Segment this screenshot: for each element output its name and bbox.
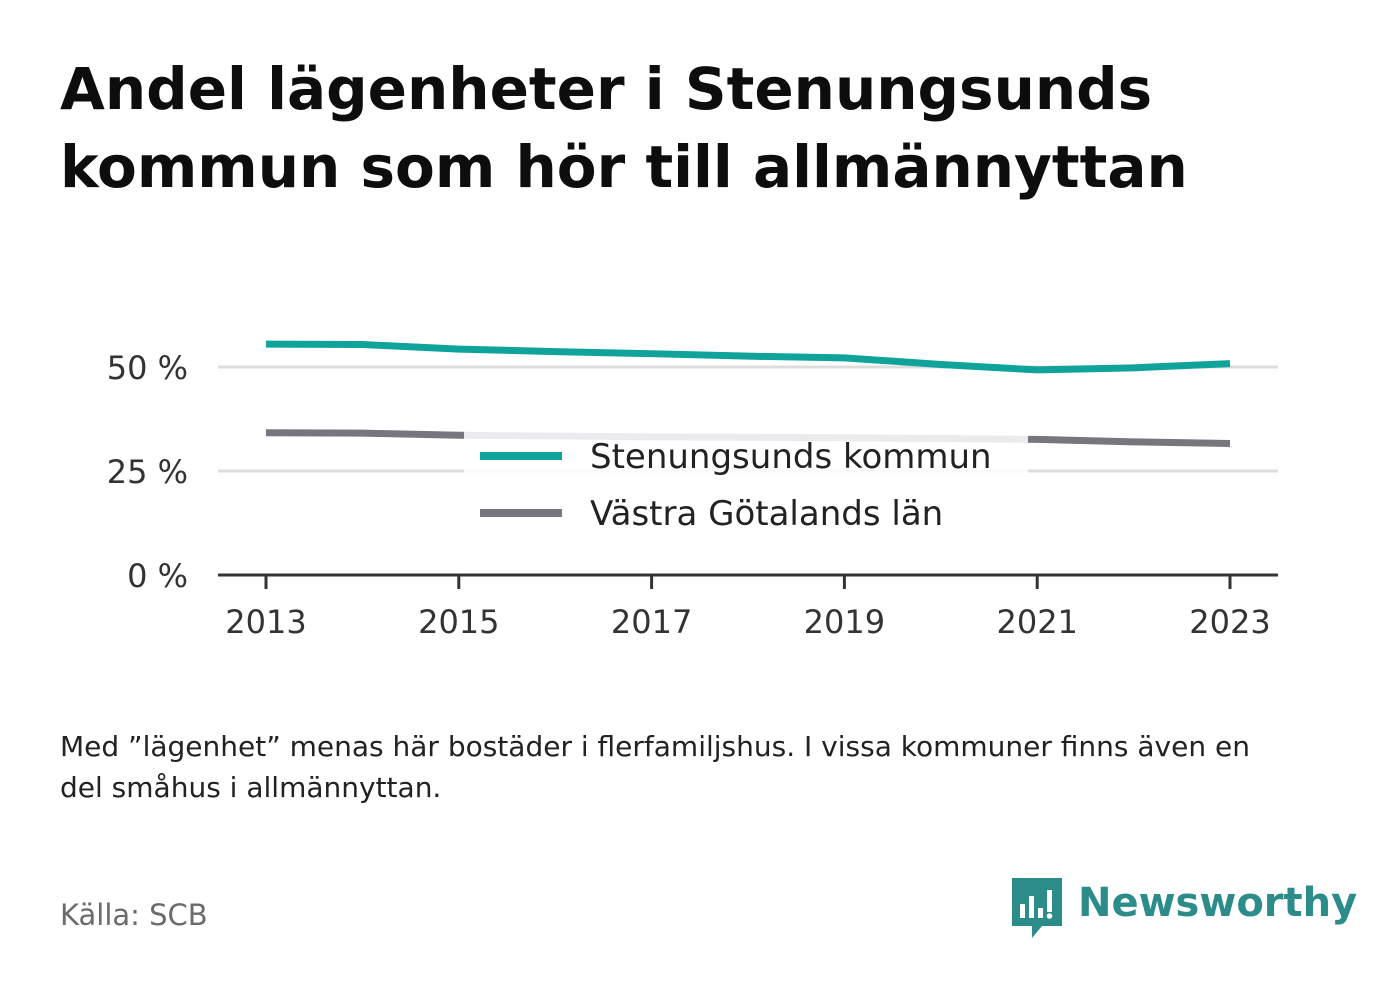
source-label: Källa: SCB bbox=[60, 898, 208, 932]
x-tick-label: 2019 bbox=[804, 603, 885, 641]
y-tick-label: 50 % bbox=[107, 349, 188, 387]
legend-label: Stenungsunds kommun bbox=[590, 437, 992, 477]
x-tick-label: 2021 bbox=[996, 603, 1077, 641]
x-tick-label: 2017 bbox=[611, 603, 692, 641]
newsworthy-brand[interactable]: Newsworthy bbox=[1012, 878, 1357, 940]
y-tick-label: 0 % bbox=[127, 557, 188, 595]
y-tick-label: 25 % bbox=[107, 453, 188, 491]
line-chart: 0 % 25 % 50 % 2013 2015 2017 2019 2021 2023 Ste… bbox=[107, 340, 1278, 641]
brand-name: Newsworthy bbox=[1078, 880, 1358, 926]
x-axis-tick-labels: 2013 2015 2017 2019 2021 2023 bbox=[225, 603, 1270, 641]
x-tick-label: 2015 bbox=[418, 603, 499, 641]
footnote: Med ”lägenhet” menas här bostäder i fler… bbox=[60, 730, 1250, 804]
x-tick-label: 2023 bbox=[1189, 603, 1270, 641]
y-axis-tick-labels: 0 % 25 % 50 % bbox=[107, 349, 188, 595]
legend-label: Västra Götalands län bbox=[590, 494, 943, 534]
chart-title: Andel lägenheter i Stenungsunds kommun s… bbox=[60, 55, 1188, 201]
x-tick-label: 2013 bbox=[225, 603, 306, 641]
newsworthy-logo-icon bbox=[1012, 878, 1062, 938]
x-axis bbox=[218, 573, 1278, 589]
legend: Stenungsunds kommun Västra Götalands län bbox=[464, 428, 1028, 550]
series-line-0 bbox=[265, 340, 1231, 374]
legend-background bbox=[464, 428, 1028, 550]
